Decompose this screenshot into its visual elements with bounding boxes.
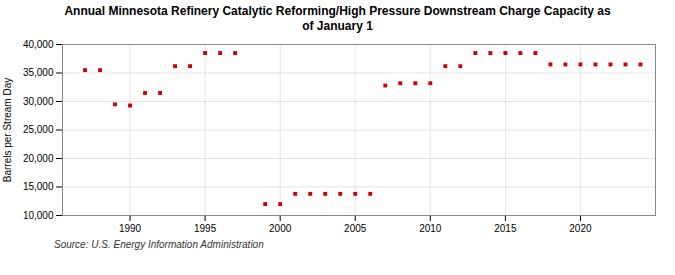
svg-text:2020: 2020 (569, 223, 592, 234)
svg-text:2005: 2005 (344, 223, 367, 234)
svg-text:25,000: 25,000 (23, 124, 54, 135)
svg-text:40,000: 40,000 (23, 39, 54, 50)
svg-text:10,000: 10,000 (23, 210, 54, 221)
svg-text:1995: 1995 (194, 223, 217, 234)
svg-text:35,000: 35,000 (23, 67, 54, 78)
svg-text:2010: 2010 (419, 223, 442, 234)
svg-text:1990: 1990 (119, 223, 142, 234)
svg-text:2000: 2000 (269, 223, 292, 234)
svg-text:20,000: 20,000 (23, 153, 54, 164)
html-text:Source: U.S. Energy Informatio: Source: U.S. Energy Information Administ… (54, 239, 264, 250)
svg-text:15,000: 15,000 (23, 181, 54, 192)
svg-text:2015: 2015 (494, 223, 517, 234)
svg-text:Barrels per Stream Day: Barrels per Stream Day (2, 78, 13, 182)
svg-text:30,000: 30,000 (23, 96, 54, 107)
html-text:Annual Minnesota Refinery Cata: Annual Minnesota Refinery Catalytic Refo… (64, 4, 611, 33)
